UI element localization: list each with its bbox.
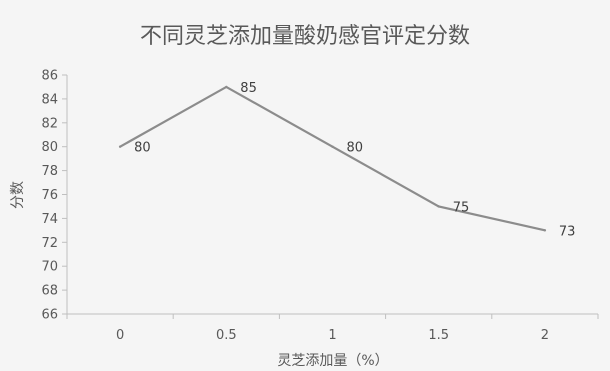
x-tick-label: 1 xyxy=(328,328,336,343)
y-tick-label: 66 xyxy=(41,308,58,323)
y-tick-label: 82 xyxy=(41,116,58,131)
y-tick-label: 84 xyxy=(41,92,58,107)
data-label: 85 xyxy=(240,81,257,96)
x-tick-label: 1.5 xyxy=(428,328,449,343)
y-tick-label: 68 xyxy=(41,284,58,299)
chart-title: 不同灵芝添加量酸奶感官评定分数 xyxy=(140,24,470,49)
data-point xyxy=(543,229,547,232)
data-point xyxy=(437,205,440,208)
x-tick-label: 2 xyxy=(541,328,549,343)
data-point xyxy=(331,145,334,148)
y-tick-label: 76 xyxy=(41,188,58,203)
data-label: 75 xyxy=(453,200,470,215)
y-tick-label: 86 xyxy=(41,69,58,84)
data-point xyxy=(225,85,228,89)
data-label: 80 xyxy=(134,141,151,156)
x-axis-title: 灵芝添加量（%） xyxy=(277,353,388,369)
plot-area: 66 68 70 72 74 76 78 80 82 84 86 0 0.5 1 1.5 2 80 85 80 75 7… xyxy=(41,69,599,343)
data-label: 80 xyxy=(347,141,364,156)
series-line xyxy=(119,85,546,232)
data-label: 73 xyxy=(559,224,576,239)
y-tick-label: 70 xyxy=(41,260,58,275)
y-axis-title: 分数 xyxy=(10,181,26,209)
y-tick-label: 74 xyxy=(41,212,58,227)
y-tick-label: 78 xyxy=(41,164,58,179)
y-tick-label: 80 xyxy=(41,140,58,155)
data-point xyxy=(118,145,122,148)
y-tick-label: 72 xyxy=(41,236,58,251)
x-tick-label: 0.5 xyxy=(216,328,237,343)
x-tick-label: 0 xyxy=(116,328,124,343)
